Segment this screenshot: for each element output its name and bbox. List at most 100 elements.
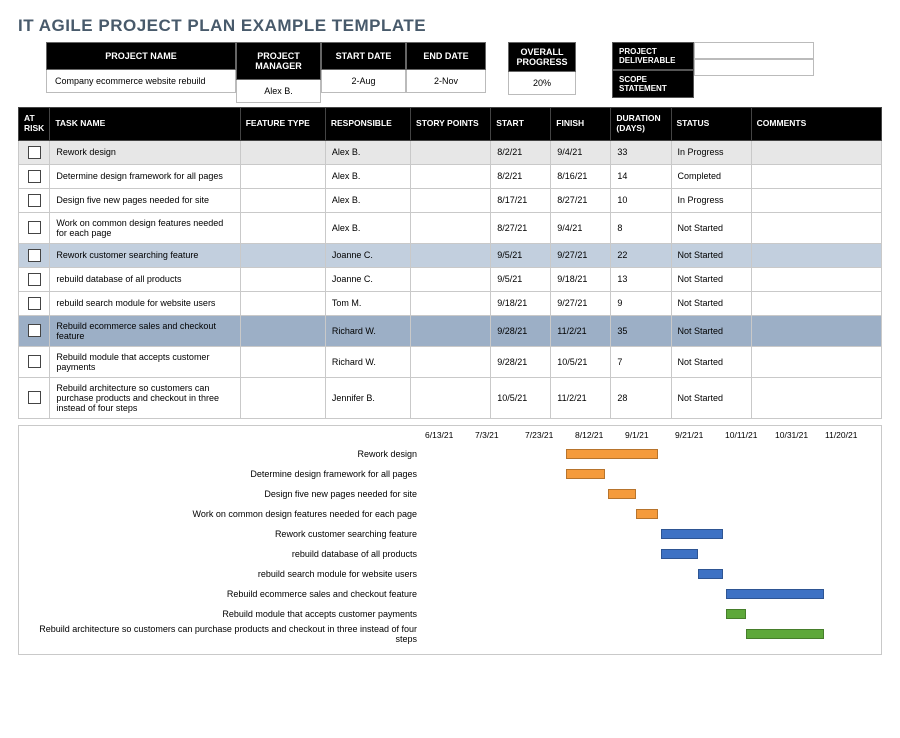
hdr-overall-progress: OVERALL PROGRESS xyxy=(508,42,576,72)
cell-start: 9/5/21 xyxy=(491,243,551,267)
cell-start: 9/28/21 xyxy=(491,315,551,346)
table-row: Rework designAlex B.8/2/219/4/2133In Pro… xyxy=(19,140,882,164)
project-info-row: PROJECT NAME Company ecommerce website r… xyxy=(18,42,882,103)
gantt-bar xyxy=(661,549,698,559)
val-scope-statement[interactable] xyxy=(694,59,814,76)
val-project-deliverable[interactable] xyxy=(694,42,814,59)
at-risk-checkbox[interactable] xyxy=(28,355,41,368)
cell-feature-type xyxy=(240,267,325,291)
cell-start: 9/18/21 xyxy=(491,291,551,315)
cell-task-name: rebuild database of all products xyxy=(50,267,240,291)
cell-task-name: rebuild search module for website users xyxy=(50,291,240,315)
cell-status: Not Started xyxy=(671,377,751,418)
cell-responsible: Alex B. xyxy=(325,188,410,212)
gantt-row: Rebuild module that accepts customer pay… xyxy=(25,604,875,624)
cell-duration: 9 xyxy=(611,291,671,315)
col-status: STATUS xyxy=(671,108,751,141)
cell-status: In Progress xyxy=(671,140,751,164)
hdr-start-date: START DATE xyxy=(321,42,406,70)
cell-finish: 10/5/21 xyxy=(551,346,611,377)
gantt-label: Determine design framework for all pages xyxy=(25,469,425,479)
hdr-scope-statement: SCOPE STATEMENT xyxy=(612,70,694,98)
gantt-row: Work on common design features needed fo… xyxy=(25,504,875,524)
cell-status: Not Started xyxy=(671,315,751,346)
at-risk-checkbox[interactable] xyxy=(28,221,41,234)
cell-responsible: Alex B. xyxy=(325,140,410,164)
gantt-label: Rework design xyxy=(25,449,425,459)
cell-status: Not Started xyxy=(671,267,751,291)
gantt-tick: 6/13/21 xyxy=(425,430,475,440)
cell-duration: 10 xyxy=(611,188,671,212)
cell-comments xyxy=(751,267,881,291)
cell-responsible: Richard W. xyxy=(325,346,410,377)
val-start-date: 2-Aug xyxy=(321,70,406,93)
cell-finish: 8/16/21 xyxy=(551,164,611,188)
val-end-date: 2-Nov xyxy=(406,70,486,93)
cell-duration: 28 xyxy=(611,377,671,418)
cell-responsible: Alex B. xyxy=(325,212,410,243)
gantt-row: Rework customer searching feature xyxy=(25,524,875,544)
cell-responsible: Jennifer B. xyxy=(325,377,410,418)
task-table: AT RISKTASK NAMEFEATURE TYPERESPONSIBLES… xyxy=(18,107,882,419)
cell-task-name: Rebuild architecture so customers can pu… xyxy=(50,377,240,418)
at-risk-checkbox[interactable] xyxy=(28,146,41,159)
col-finish: FINISH xyxy=(551,108,611,141)
col-at-risk: AT RISK xyxy=(19,108,50,141)
cell-status: Completed xyxy=(671,164,751,188)
gantt-tick: 10/11/21 xyxy=(725,430,775,440)
cell-comments xyxy=(751,377,881,418)
table-row: rebuild database of all productsJoanne C… xyxy=(19,267,882,291)
col-duration: DURATION (DAYS) xyxy=(611,108,671,141)
cell-task-name: Rebuild ecommerce sales and checkout fea… xyxy=(50,315,240,346)
cell-start: 9/28/21 xyxy=(491,346,551,377)
cell-task-name: Work on common design features needed fo… xyxy=(50,212,240,243)
cell-story-points xyxy=(411,212,491,243)
at-risk-checkbox[interactable] xyxy=(28,324,41,337)
col-responsible: RESPONSIBLE xyxy=(325,108,410,141)
cell-feature-type xyxy=(240,291,325,315)
cell-start: 9/5/21 xyxy=(491,267,551,291)
gantt-bar xyxy=(726,589,824,599)
cell-feature-type xyxy=(240,377,325,418)
table-row: Design five new pages needed for siteAle… xyxy=(19,188,882,212)
cell-feature-type xyxy=(240,212,325,243)
cell-finish: 9/27/21 xyxy=(551,291,611,315)
cell-story-points xyxy=(411,188,491,212)
gantt-bar xyxy=(726,609,746,619)
cell-responsible: Tom M. xyxy=(325,291,410,315)
gantt-row: Determine design framework for all pages xyxy=(25,464,875,484)
cell-responsible: Joanne C. xyxy=(325,243,410,267)
col-story-points: STORY POINTS xyxy=(411,108,491,141)
gantt-label: Rebuild ecommerce sales and checkout fea… xyxy=(25,589,425,599)
at-risk-checkbox[interactable] xyxy=(28,297,41,310)
hdr-project-name: PROJECT NAME xyxy=(46,42,236,70)
cell-duration: 13 xyxy=(611,267,671,291)
val-project-manager: Alex B. xyxy=(236,80,321,103)
at-risk-checkbox[interactable] xyxy=(28,194,41,207)
cell-task-name: Rebuild module that accepts customer pay… xyxy=(50,346,240,377)
col-comments: COMMENTS xyxy=(751,108,881,141)
cell-duration: 35 xyxy=(611,315,671,346)
cell-duration: 22 xyxy=(611,243,671,267)
val-overall-progress: 20% xyxy=(508,72,576,95)
cell-comments xyxy=(751,164,881,188)
at-risk-checkbox[interactable] xyxy=(28,273,41,286)
gantt-bar xyxy=(566,469,605,479)
gantt-tick: 7/23/21 xyxy=(525,430,575,440)
gantt-bar xyxy=(608,489,636,499)
cell-responsible: Richard W. xyxy=(325,315,410,346)
gantt-tick: 7/3/21 xyxy=(475,430,525,440)
at-risk-checkbox[interactable] xyxy=(28,391,41,404)
gantt-row: Design five new pages needed for site xyxy=(25,484,875,504)
cell-story-points xyxy=(411,377,491,418)
cell-finish: 9/4/21 xyxy=(551,140,611,164)
gantt-label: rebuild search module for website users xyxy=(25,569,425,579)
gantt-label: rebuild database of all products xyxy=(25,549,425,559)
gantt-tick: 9/1/21 xyxy=(625,430,675,440)
table-row: Rebuild architecture so customers can pu… xyxy=(19,377,882,418)
at-risk-checkbox[interactable] xyxy=(28,249,41,262)
cell-story-points xyxy=(411,267,491,291)
cell-duration: 33 xyxy=(611,140,671,164)
at-risk-checkbox[interactable] xyxy=(28,170,41,183)
gantt-chart: 6/13/217/3/217/23/218/12/219/1/219/21/21… xyxy=(18,425,882,655)
